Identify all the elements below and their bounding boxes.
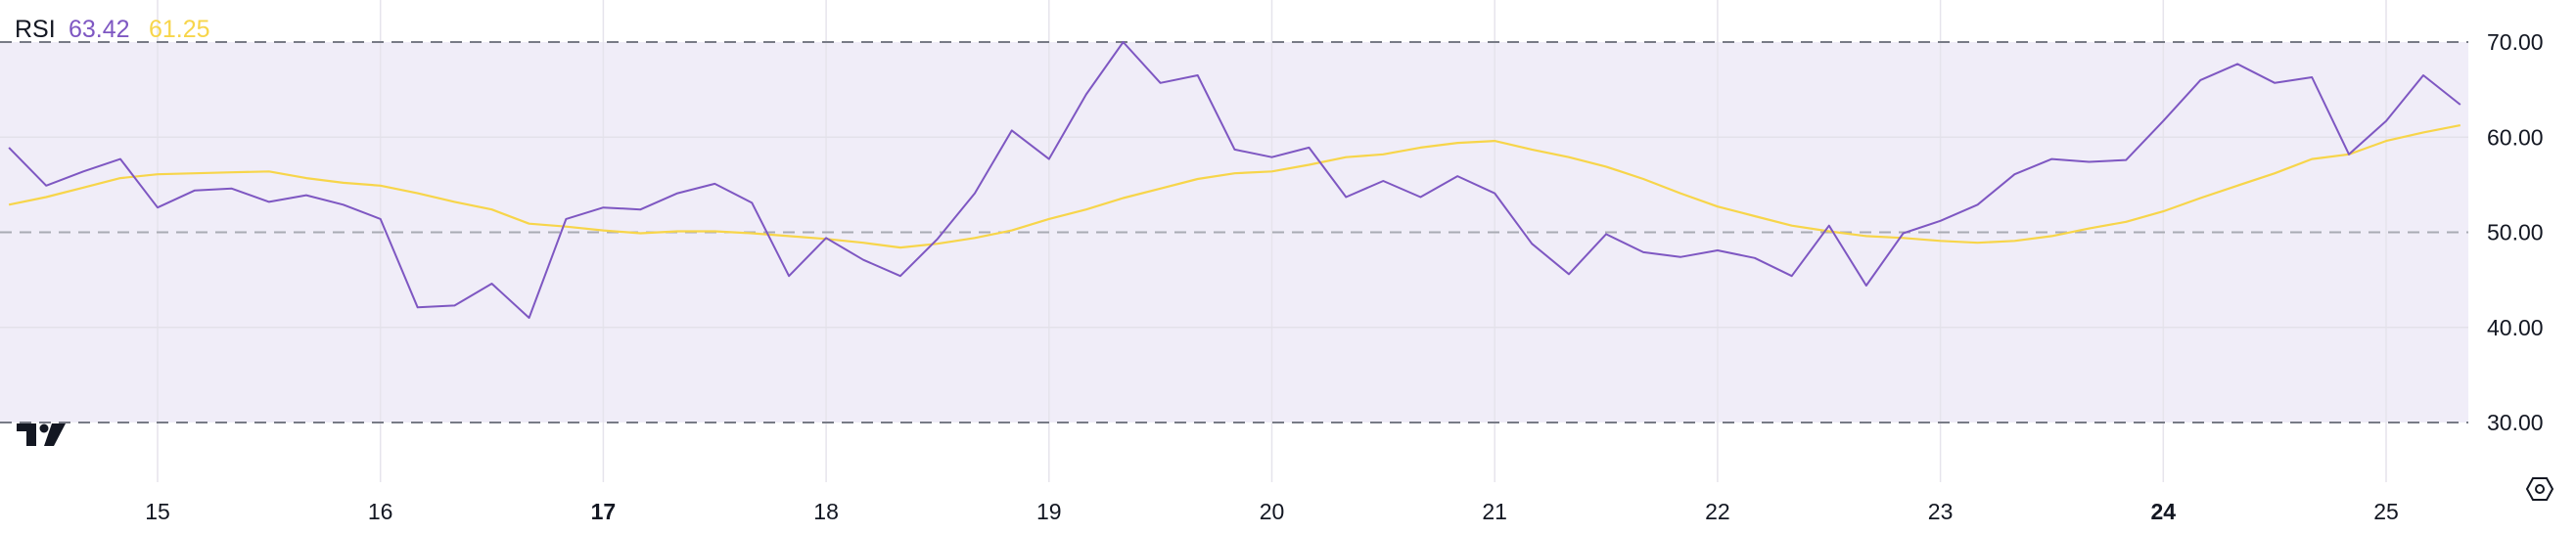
rsi-ma-line bbox=[8, 124, 2461, 249]
horizontal-grid bbox=[0, 41, 2468, 423]
x-tick-label: 15 bbox=[145, 499, 170, 524]
y-tick-label: 70.00 bbox=[2487, 29, 2544, 55]
series-lines bbox=[8, 41, 2461, 319]
vertical-grid bbox=[157, 0, 2387, 482]
legend-ma-value: 61.25 bbox=[149, 16, 210, 43]
y-tick-label: 30.00 bbox=[2487, 410, 2544, 435]
x-tick-label: 19 bbox=[1036, 499, 1062, 524]
x-tick-label: 25 bbox=[2373, 499, 2399, 524]
legend-rsi-value: 63.42 bbox=[69, 16, 130, 43]
x-tick-label: 21 bbox=[1482, 499, 1507, 524]
x-tick-label: 17 bbox=[591, 499, 617, 524]
x-tick-label: 22 bbox=[1705, 499, 1730, 524]
tradingview-logo[interactable] bbox=[17, 423, 66, 446]
x-tick-label: 16 bbox=[368, 499, 393, 524]
hexagon-settings-icon[interactable] bbox=[2525, 477, 2554, 501]
x-tick-label: 20 bbox=[1260, 499, 1285, 524]
legend-indicator-name[interactable]: RSI bbox=[15, 16, 56, 43]
x-tick-label: 23 bbox=[1928, 499, 1954, 524]
y-axis[interactable]: 70.00 60.00 50.00 40.00 30.00 bbox=[2487, 29, 2544, 435]
y-tick-label: 40.00 bbox=[2487, 315, 2544, 340]
x-axis[interactable]: 15 16 17 18 19 20 21 22 23 24 25 bbox=[145, 499, 2399, 524]
x-tick-label: 24 bbox=[2151, 499, 2177, 524]
y-tick-label: 50.00 bbox=[2487, 220, 2544, 245]
x-tick-label: 18 bbox=[813, 499, 839, 524]
rsi-line bbox=[8, 41, 2461, 319]
y-tick-label: 60.00 bbox=[2487, 124, 2544, 150]
